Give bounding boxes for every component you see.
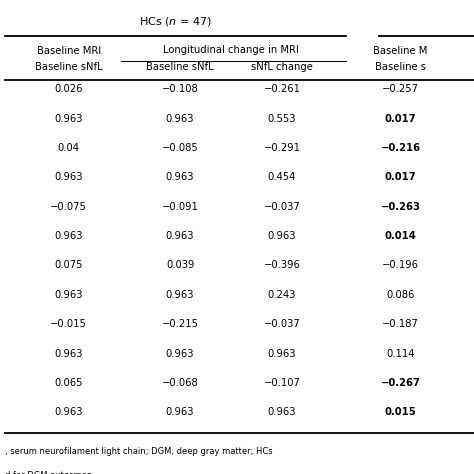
Text: d for DGM outcomes.: d for DGM outcomes.: [5, 471, 94, 474]
Text: Baseline M: Baseline M: [374, 46, 428, 56]
Text: Baseline s: Baseline s: [375, 62, 426, 73]
Text: 0.065: 0.065: [55, 378, 83, 388]
Text: 0.963: 0.963: [268, 407, 296, 418]
Text: 0.017: 0.017: [385, 172, 416, 182]
Text: HCs ($\it{n}$ = 47): HCs ($\it{n}$ = 47): [139, 15, 212, 28]
Text: 0.026: 0.026: [55, 84, 83, 94]
Text: −0.261: −0.261: [264, 84, 301, 94]
Text: −0.091: −0.091: [162, 201, 199, 212]
Text: −0.075: −0.075: [50, 201, 87, 212]
Text: 0.014: 0.014: [384, 231, 417, 241]
Text: 0.963: 0.963: [166, 113, 194, 124]
Text: −0.291: −0.291: [264, 143, 301, 153]
Text: 0.015: 0.015: [385, 407, 416, 418]
Text: 0.963: 0.963: [166, 172, 194, 182]
Text: sNfL change: sNfL change: [251, 62, 313, 73]
Text: 0.963: 0.963: [268, 348, 296, 359]
Text: −0.263: −0.263: [381, 201, 420, 212]
Text: 0.243: 0.243: [268, 290, 296, 300]
Text: −0.015: −0.015: [50, 319, 87, 329]
Text: , serum neurofilament light chain; DGM, deep gray matter; HCs: , serum neurofilament light chain; DGM, …: [5, 447, 273, 456]
Text: −0.068: −0.068: [162, 378, 199, 388]
Text: 0.039: 0.039: [166, 260, 194, 271]
Text: −0.108: −0.108: [162, 84, 199, 94]
Text: Baseline MRI: Baseline MRI: [36, 46, 101, 56]
Text: −0.107: −0.107: [264, 378, 301, 388]
Text: −0.196: −0.196: [382, 260, 419, 271]
Text: 0.963: 0.963: [55, 113, 83, 124]
Text: Baseline sNfL: Baseline sNfL: [146, 62, 214, 73]
Text: 0.963: 0.963: [55, 407, 83, 418]
Text: 0.963: 0.963: [55, 231, 83, 241]
Text: −0.037: −0.037: [264, 319, 301, 329]
Text: −0.215: −0.215: [162, 319, 199, 329]
Text: 0.086: 0.086: [386, 290, 415, 300]
Text: −0.216: −0.216: [381, 143, 420, 153]
Text: 0.553: 0.553: [268, 113, 296, 124]
Text: 0.963: 0.963: [166, 290, 194, 300]
Text: 0.017: 0.017: [385, 113, 416, 124]
Text: Baseline sNfL: Baseline sNfL: [35, 62, 102, 73]
Text: 0.04: 0.04: [58, 143, 80, 153]
Text: −0.396: −0.396: [264, 260, 301, 271]
Text: −0.267: −0.267: [381, 378, 420, 388]
Text: 0.454: 0.454: [268, 172, 296, 182]
Text: −0.257: −0.257: [382, 84, 419, 94]
Text: 0.114: 0.114: [386, 348, 415, 359]
Text: −0.037: −0.037: [264, 201, 301, 212]
Text: 0.963: 0.963: [55, 290, 83, 300]
Text: −0.187: −0.187: [382, 319, 419, 329]
Text: 0.075: 0.075: [55, 260, 83, 271]
Text: 0.963: 0.963: [166, 348, 194, 359]
Text: 0.963: 0.963: [268, 231, 296, 241]
Text: −0.085: −0.085: [162, 143, 199, 153]
Text: Longitudinal change in MRI: Longitudinal change in MRI: [163, 45, 299, 55]
Text: 0.963: 0.963: [166, 407, 194, 418]
Text: 0.963: 0.963: [55, 172, 83, 182]
Text: 0.963: 0.963: [55, 348, 83, 359]
Text: 0.963: 0.963: [166, 231, 194, 241]
